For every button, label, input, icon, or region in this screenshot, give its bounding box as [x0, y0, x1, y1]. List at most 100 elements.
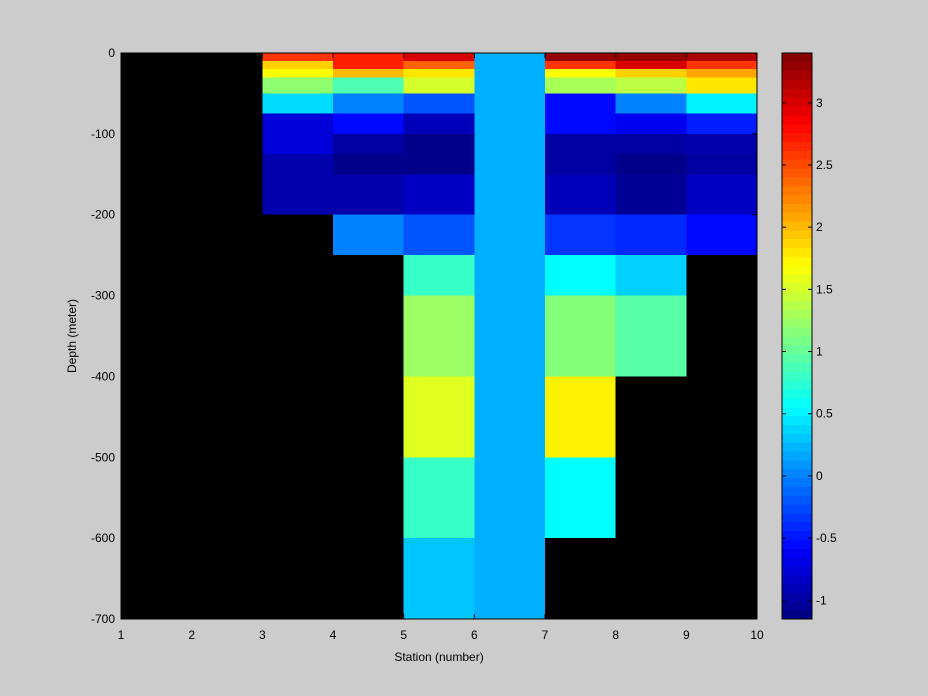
x-tick-label: 3	[259, 628, 266, 642]
colorbar-tick-label: 0.5	[816, 407, 833, 421]
heatmap-cell	[403, 93, 475, 114]
y-axis-label: Depth (meter)	[65, 299, 79, 373]
colorbar-segment	[782, 318, 812, 328]
heatmap-cell	[333, 214, 404, 256]
colorbar-segment	[782, 159, 812, 169]
heatmap-cell	[615, 93, 687, 114]
colorbar-segment	[782, 557, 812, 567]
heatmap-cell	[333, 69, 404, 78]
colorbar-segment	[782, 185, 812, 195]
y-axis-ticks: 0 -100 -200 -300 -400 -500 -600 -700	[91, 46, 757, 626]
heatmap-cells	[262, 53, 757, 619]
colorbar-segment	[782, 97, 812, 107]
heatmap-cell	[545, 457, 616, 539]
colorbar-segment	[782, 468, 812, 478]
heatmap-cell	[474, 53, 545, 619]
heatmap-cell	[262, 154, 333, 175]
colorbar-segment	[782, 229, 812, 240]
colorbar-segment	[782, 247, 812, 257]
colorbar-segment	[782, 477, 812, 487]
heatmap-cell	[545, 93, 616, 114]
x-axis-ticks: 1 2 3 4 5 6 7 8 9 10	[118, 53, 764, 642]
heatmap-cell	[262, 61, 333, 70]
heatmap-cell	[615, 255, 687, 296]
colorbar-segment	[782, 380, 812, 390]
colorbar-segment	[782, 592, 812, 602]
x-tick-label: 6	[471, 628, 478, 642]
heatmap-cell	[403, 53, 475, 62]
colorbar-segment	[782, 327, 812, 337]
heatmap-cell	[686, 61, 757, 70]
heatmap-cell	[262, 53, 333, 62]
colorbar-segment	[782, 397, 812, 408]
y-tick-label: -600	[91, 531, 115, 545]
y-tick-label: -500	[91, 450, 115, 464]
colorbar-segment	[782, 539, 812, 549]
heatmap-cell	[545, 77, 616, 94]
x-tick-label: 9	[683, 628, 690, 642]
y-tick-label: -400	[91, 369, 115, 383]
colorbar-segment	[782, 212, 812, 222]
colorbar-segment	[782, 265, 812, 275]
colorbar-segment	[782, 167, 812, 178]
colorbar-segment	[782, 194, 812, 204]
colorbar-segment	[782, 362, 812, 372]
heatmap-cell	[686, 133, 757, 155]
colorbar-segment	[782, 574, 812, 585]
heatmap-cell	[686, 53, 757, 62]
colorbar-segment	[782, 238, 812, 249]
colorbar-segment	[782, 203, 812, 213]
colorbar-segment	[782, 504, 812, 514]
colorbar-segment	[782, 291, 812, 302]
colorbar-segment	[782, 150, 812, 160]
x-tick-label: 1	[118, 628, 125, 642]
colorbar-segment	[782, 486, 812, 496]
colorbar-segment	[782, 548, 812, 558]
colorbar-segment	[782, 442, 812, 452]
colorbar-segment	[782, 450, 812, 461]
colorbar-segment	[782, 415, 812, 425]
colorbar-segment	[782, 274, 812, 284]
colorbar-segment	[782, 424, 812, 434]
colorbar-segment	[782, 221, 812, 231]
heatmap-cell	[403, 255, 475, 296]
heatmap-cell	[262, 113, 333, 134]
colorbar-segment	[782, 123, 812, 134]
heatmap-cell	[262, 77, 333, 94]
colorbar-tick-label: 1	[816, 345, 823, 359]
heatmap-cell	[686, 69, 757, 78]
x-tick-label: 4	[330, 628, 337, 642]
heatmap-cell	[545, 61, 616, 70]
heatmap-cell	[545, 133, 616, 155]
heatmap-cell	[615, 295, 687, 377]
colorbar-tick-label: 1.5	[816, 282, 833, 296]
colorbar-segment	[782, 565, 812, 576]
colorbar-segment	[782, 389, 812, 399]
heatmap-cell	[403, 69, 475, 78]
heatmap-cell	[615, 69, 687, 78]
colorbar-tick-label: -0.5	[816, 531, 837, 545]
colorbar-segment	[782, 433, 812, 443]
heatmap-cell	[333, 174, 404, 215]
heatmap-cell	[686, 93, 757, 114]
heatmap-cell	[686, 113, 757, 134]
heatmap-cell	[262, 93, 333, 114]
colorbar	[781, 52, 813, 620]
colorbar-ticks: -1 -0.5 0 0.5 1 1.5 2 2.5 3	[782, 96, 837, 607]
x-tick-label: 10	[750, 628, 764, 642]
heatmap-cell	[333, 61, 404, 70]
colorbar-segment	[782, 53, 812, 63]
colorbar-segment	[782, 406, 812, 417]
colorbar-segment	[782, 79, 812, 89]
colorbar-segment	[782, 583, 812, 593]
heatmap-cell	[545, 53, 616, 62]
colorbar-segment	[782, 61, 812, 72]
colorbar-segment	[782, 282, 812, 293]
heatmap-cell	[686, 214, 757, 256]
heatmap-cell	[686, 77, 757, 94]
colorbar-segment	[782, 336, 812, 346]
heatmap-cell	[686, 174, 757, 215]
x-tick-label: 2	[188, 628, 195, 642]
heatmap-cell	[615, 133, 687, 155]
colorbar-segment	[782, 601, 812, 611]
